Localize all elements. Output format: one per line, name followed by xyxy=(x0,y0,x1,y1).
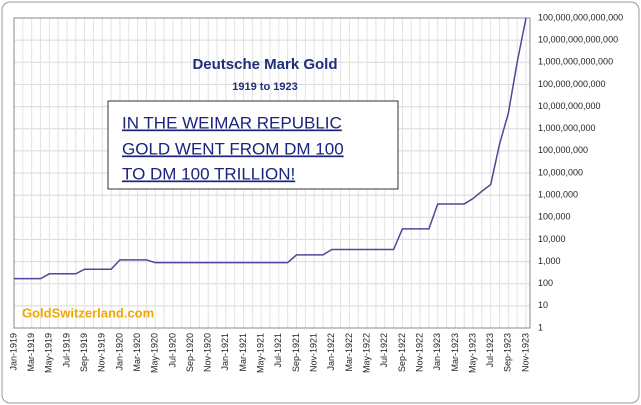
x-tick-label: Jan-1923 xyxy=(432,333,442,371)
chart-title: Deutsche Mark Gold xyxy=(192,56,337,73)
x-tick-label: Nov-1920 xyxy=(203,333,213,372)
x-tick-label: May-1919 xyxy=(44,333,54,373)
y-tick-label: 1 xyxy=(538,322,543,332)
annotation-line: IN THE WEIMAR REPUBLIC xyxy=(122,113,342,132)
line xyxy=(14,17,527,280)
y-tick-label: 100,000,000 xyxy=(538,145,588,155)
x-tick-label: May-1920 xyxy=(150,333,160,373)
x-tick-label: Sep-1923 xyxy=(503,333,513,372)
y-tick-label: 100,000 xyxy=(538,212,571,222)
y-tick-label: 10 xyxy=(538,300,548,310)
x-tick-label: Nov-1922 xyxy=(414,333,424,372)
y-tick-label: 1,000,000 xyxy=(538,190,578,200)
x-tick-label: Jan-1920 xyxy=(114,333,124,371)
y-tick-label: 100,000,000,000,000 xyxy=(538,12,623,22)
x-tick-label: Sep-1922 xyxy=(397,333,407,372)
x-tick-label: Sep-1921 xyxy=(291,333,301,372)
chart-subtitle: 1919 to 1923 xyxy=(232,81,297,93)
x-tick-label: Sep-1919 xyxy=(79,333,89,372)
x-tick-label: Mar-1919 xyxy=(26,333,36,372)
y-tick-label: 1,000,000,000,000 xyxy=(538,57,613,67)
x-tick-label: Mar-1920 xyxy=(132,333,142,372)
x-tick-label: May-1921 xyxy=(256,333,266,373)
y-tick-label: 10,000,000,000,000 xyxy=(538,35,618,45)
watermark: GoldSwitzerland.com xyxy=(22,305,154,320)
x-tick-label: Jul-1923 xyxy=(485,333,495,368)
y-tick-label: 10,000,000,000 xyxy=(538,101,601,111)
x-tick-label: Sep-1920 xyxy=(185,333,195,372)
x-tick-label: Jul-1921 xyxy=(273,333,283,368)
x-tick-label: Nov-1923 xyxy=(520,333,530,372)
x-tick-label: Jan-1921 xyxy=(220,333,230,371)
x-tick-label: Jan-1922 xyxy=(326,333,336,371)
y-tick-label: 1,000 xyxy=(538,256,561,266)
plot-area xyxy=(13,17,531,329)
annotation-box xyxy=(107,100,399,190)
annotation-line: TO DM 100 TRILLION! xyxy=(122,164,295,183)
x-tick-label: Mar-1923 xyxy=(450,333,460,372)
x-tick-label: Mar-1921 xyxy=(238,333,248,372)
x-tick-label: Mar-1922 xyxy=(344,333,354,372)
x-tick-label: Nov-1919 xyxy=(97,333,107,372)
y-tick-label: 100,000,000,000 xyxy=(538,79,606,89)
y-tick-label: 10,000 xyxy=(538,234,566,244)
annotation-line: GOLD WENT FROM DM 100 xyxy=(122,139,344,158)
x-tick-label: Jul-1919 xyxy=(61,333,71,368)
y-tick-label: 100 xyxy=(538,278,553,288)
x-tick-label: May-1923 xyxy=(467,333,477,373)
x-tick-label: Nov-1921 xyxy=(309,333,319,372)
y-tick-label: 10,000,000 xyxy=(538,167,583,177)
x-tick-label: Jul-1920 xyxy=(167,333,177,368)
x-tick-label: Jan-1919 xyxy=(8,333,18,371)
x-tick-label: Jul-1922 xyxy=(379,333,389,368)
y-tick-label: 1,000,000,000 xyxy=(538,123,596,133)
x-tick-label: May-1922 xyxy=(361,333,371,373)
